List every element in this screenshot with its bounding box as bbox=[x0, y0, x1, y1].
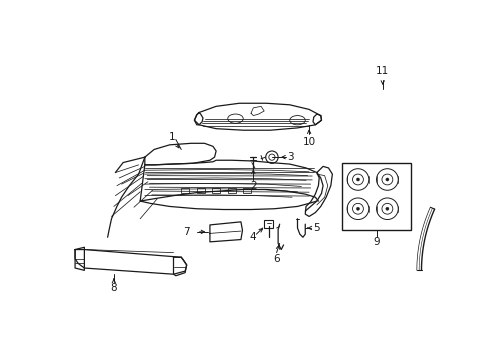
Bar bbox=[196, 188, 204, 193]
Bar bbox=[212, 188, 220, 193]
Bar bbox=[264, 220, 273, 228]
Bar bbox=[342, 163, 410, 230]
Circle shape bbox=[385, 178, 388, 181]
Circle shape bbox=[385, 207, 388, 210]
Text: 4: 4 bbox=[249, 232, 255, 242]
Text: 11: 11 bbox=[375, 66, 388, 76]
Text: 8: 8 bbox=[110, 283, 117, 293]
Bar bbox=[227, 188, 235, 193]
Bar bbox=[181, 188, 189, 193]
Text: 3: 3 bbox=[286, 152, 293, 162]
Text: 2: 2 bbox=[249, 181, 256, 191]
Text: 9: 9 bbox=[372, 237, 379, 247]
Text: 5: 5 bbox=[313, 223, 320, 233]
Text: 1: 1 bbox=[168, 132, 175, 142]
Circle shape bbox=[356, 207, 359, 210]
Bar bbox=[243, 188, 250, 193]
Text: 6: 6 bbox=[273, 254, 279, 264]
Text: 7: 7 bbox=[183, 227, 190, 237]
Text: 10: 10 bbox=[302, 137, 315, 147]
Circle shape bbox=[356, 178, 359, 181]
